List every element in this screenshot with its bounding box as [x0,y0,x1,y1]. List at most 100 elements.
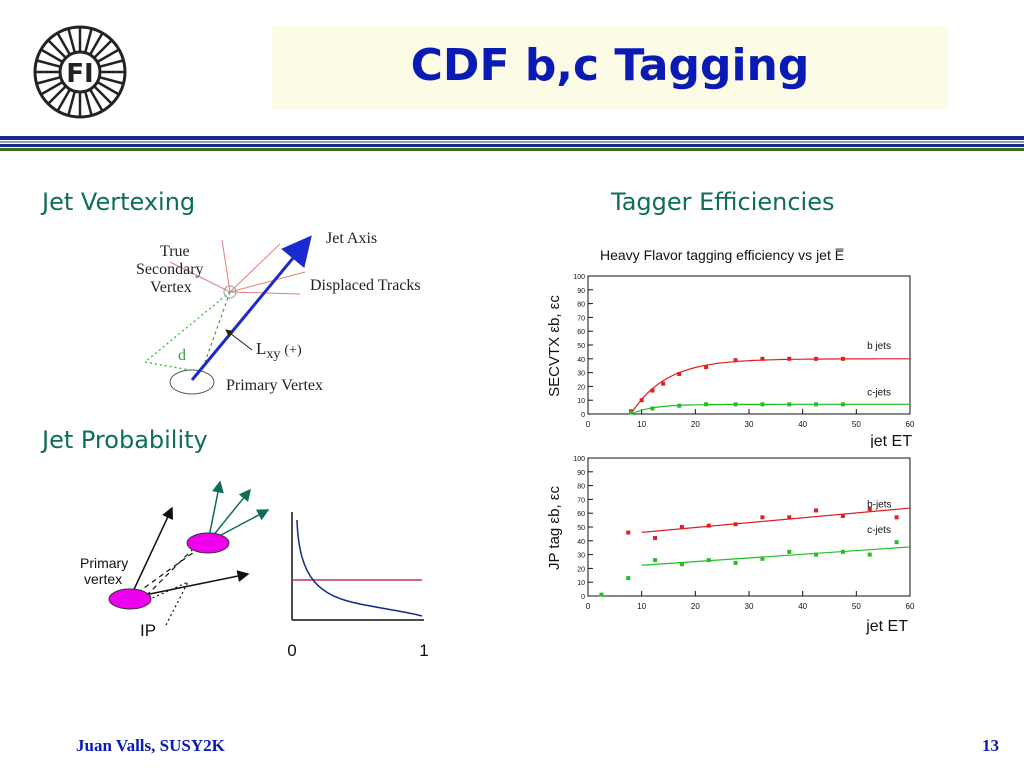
true-sv-line-2: Secondary [136,261,204,278]
data-point [704,365,709,370]
logo-spoke [56,89,71,111]
data-point [679,525,684,529]
logo-spoke [37,59,61,68]
logo-wheel [33,25,127,119]
rule-blue-2 [0,144,1024,147]
logo-spoke [89,89,104,111]
data-point [677,371,682,376]
data-point [733,560,738,565]
true-sv-line-1: True [160,243,190,260]
data-point [733,402,738,407]
plot-frame [587,275,911,415]
logo-spoke [67,91,76,115]
primary-vertex-marker [169,369,215,395]
logo-spoke [99,59,123,68]
data-point [704,402,709,407]
y-axis-label: SECVTX εb, εc [546,295,563,397]
jp-efficiency-chart: jet ET JP tag εb, εc 0 10 20 30 40 50 60 70 80 90… [546,456,915,635]
series-label: b-jets [867,499,891,510]
ip-label: IP [140,621,156,640]
data-point [679,562,684,567]
displaced-track-1 [229,243,281,293]
y-tick-label: 40 [577,539,585,546]
x-tick-label: 60 [906,420,915,429]
data-point [787,356,792,361]
y-tick-label: 40 [577,357,585,364]
y-tick-label: 60 [577,329,585,336]
logo-spoke [48,40,67,59]
series-label: b jets [867,341,891,352]
x-tick-label: 20 [691,602,700,611]
logo-spoke [37,76,61,85]
y-tick-label: 70 [577,497,585,504]
x-tick-label: 50 [852,420,861,429]
jet-axis-label: Jet Axis [326,230,377,247]
displaced-track-ext [169,261,231,293]
heading-jet-probability: Jet Probability [42,426,208,454]
data-point [867,507,872,512]
rule-green [0,148,1024,151]
primary-vertex-blob [108,588,152,610]
series-label: c-jets [867,525,891,536]
fit-line-b-jets [641,507,911,534]
displaced-track-2 [221,239,231,293]
lxy-pointer [225,329,253,351]
y-tick-label: 0 [581,412,585,419]
heading-jet-vertexing: Jet Vertexing [42,188,196,216]
y-tick-label: 10 [577,398,585,405]
displaced-tracks-label: Displaced Tracks [310,277,421,294]
data-point [760,556,765,561]
data-point [814,552,819,557]
secondary-vertex-blob [186,532,230,554]
x-tick-label: 40 [798,420,807,429]
data-point [653,558,658,563]
series-label: c-jets [867,387,891,398]
plot-frame [587,457,911,597]
data-point [706,523,711,528]
x-tick-label: 50 [852,602,861,611]
primary-vertex-label: Primary Vertex [226,377,323,394]
data-point [650,406,655,411]
rule-light [0,141,1024,143]
x-tick-label: 20 [691,420,700,429]
data-point [840,402,845,407]
x-axis-label: jet ET [865,618,908,635]
x-tick-label: 10 [637,602,646,611]
x-tick-label: 40 [798,602,807,611]
y-tick-label: 90 [577,288,585,295]
page-title: CDF b,c Tagging [410,40,810,91]
x-tick-label: 0 [586,420,591,429]
d-label: d [178,347,186,364]
jet-vertexing-diagram: Jet Axis True Secondary Vertex Displaced… [136,230,421,395]
logo-spokes [36,28,124,116]
jp-x1: 1 [419,641,428,660]
dashed-link-2 [139,543,199,603]
logo-spoke [56,33,71,55]
data-point [760,515,765,520]
data-point [840,513,845,518]
jp-x0: 0 [287,641,296,660]
y-tick-label: 60 [577,511,585,518]
primary-vertex-line-2: vertex [84,571,122,587]
logo-spoke [97,48,119,63]
data-point [814,508,819,513]
logo-spoke [41,81,63,96]
data-point [787,549,792,554]
y-tick-label: 20 [577,384,585,391]
data-point [626,530,631,535]
data-point [787,402,792,407]
y-tick-label: 50 [577,343,585,350]
data-point [867,552,872,557]
data-point [677,403,682,408]
y-tick-label: 100 [573,274,585,281]
logo-spoke [89,33,104,55]
data-point [733,522,738,527]
x-tick-label: 30 [745,420,754,429]
y-tick-label: 30 [577,371,585,378]
primary-track-1 [129,506,173,599]
footer-page-number: 13 [982,736,999,755]
primary-vertex-line-1: Primary [80,555,128,571]
data-point [760,402,765,407]
fit-line-c-jets [641,546,911,566]
logo-spoke [41,48,63,63]
